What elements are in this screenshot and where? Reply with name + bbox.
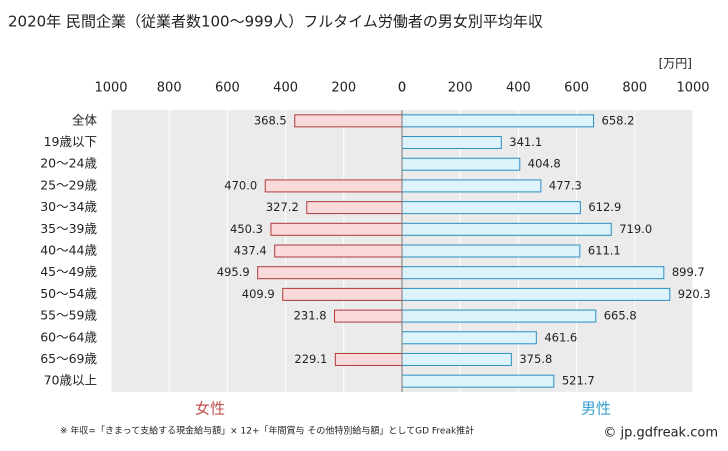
value-label: 658.2 <box>602 113 635 127</box>
x-tick-label: 400 <box>273 81 298 96</box>
category-label: 30〜34歳 <box>40 199 97 214</box>
category-label: 55〜59歳 <box>40 308 97 323</box>
category-label: 65〜69歳 <box>40 351 97 366</box>
value-label: 461.6 <box>544 330 577 344</box>
bar <box>401 266 665 280</box>
bar <box>401 331 537 345</box>
category-label: 45〜49歳 <box>40 264 97 279</box>
value-label: 920.3 <box>678 287 711 301</box>
category-label: 40〜44歳 <box>40 243 97 258</box>
bar <box>401 287 671 301</box>
bar <box>257 266 403 280</box>
value-label: 611.1 <box>588 244 621 258</box>
category-label: 70歳以上 <box>44 373 97 388</box>
bar <box>401 114 595 128</box>
value-label: 477.3 <box>549 178 582 192</box>
value-label: 229.1 <box>294 352 327 366</box>
bar <box>294 114 403 128</box>
value-label: 375.8 <box>519 352 552 366</box>
x-tick-label: 1000 <box>94 81 127 96</box>
bar <box>401 222 612 236</box>
bar <box>401 244 581 258</box>
value-label: 719.0 <box>619 222 652 236</box>
value-label: 231.8 <box>294 309 327 323</box>
value-label: 437.4 <box>234 244 267 258</box>
value-label: 368.5 <box>254 113 287 127</box>
value-label: 327.2 <box>266 200 299 214</box>
bar <box>270 222 403 236</box>
bar <box>401 374 555 388</box>
credit: © jp.gdfreak.com <box>603 426 718 441</box>
x-tick-label: 600 <box>564 81 589 96</box>
bar <box>401 157 521 171</box>
x-tick-label: 600 <box>215 81 240 96</box>
x-tick-label: 800 <box>622 81 647 96</box>
category-label: 60〜64歳 <box>40 329 97 344</box>
bar <box>401 179 542 193</box>
bar <box>401 352 512 366</box>
legend-label: 女性 <box>195 400 225 418</box>
value-label: 450.3 <box>230 222 263 236</box>
category-label: 全体 <box>72 112 98 127</box>
value-label: 470.0 <box>224 178 257 192</box>
bar <box>282 287 403 301</box>
footnote: ※ 年収=「きまって支給する現金給与額」× 12+「年間賞与 その他特別給与額」… <box>60 425 474 437</box>
unit-label: [万円] <box>659 57 692 71</box>
value-label: 495.9 <box>217 265 250 279</box>
value-label: 341.1 <box>509 135 542 149</box>
x-tick-label: 0 <box>398 81 406 96</box>
bar <box>264 179 403 193</box>
bar <box>334 309 403 323</box>
bar <box>401 201 581 215</box>
category-label: 20〜24歳 <box>40 156 97 171</box>
value-label: 612.9 <box>588 200 621 214</box>
x-tick-label: 400 <box>506 81 531 96</box>
x-tick-label: 200 <box>331 81 356 96</box>
x-tick-label: 800 <box>157 81 182 96</box>
bar <box>334 352 403 366</box>
value-label: 409.9 <box>242 287 275 301</box>
category-label: 19歳以下 <box>44 134 97 149</box>
category-label: 25〜29歳 <box>40 177 97 192</box>
value-label: 899.7 <box>672 265 705 279</box>
category-label: 35〜39歳 <box>40 221 97 236</box>
value-label: 521.7 <box>562 374 595 388</box>
bar <box>401 309 597 323</box>
category-label: 50〜54歳 <box>40 286 97 301</box>
legend-label: 男性 <box>581 400 611 418</box>
bar <box>274 244 403 258</box>
bar <box>401 136 502 150</box>
x-tick-label: 1000 <box>676 81 709 96</box>
chart-title: 2020年 民間企業（従業者数100〜999人）フルタイム労働者の男女別平均年収 <box>8 13 543 31</box>
x-tick-label: 0 <box>398 81 406 96</box>
bar <box>306 201 403 215</box>
value-label: 404.8 <box>528 157 561 171</box>
value-label: 665.8 <box>604 309 637 323</box>
x-tick-label: 200 <box>448 81 473 96</box>
